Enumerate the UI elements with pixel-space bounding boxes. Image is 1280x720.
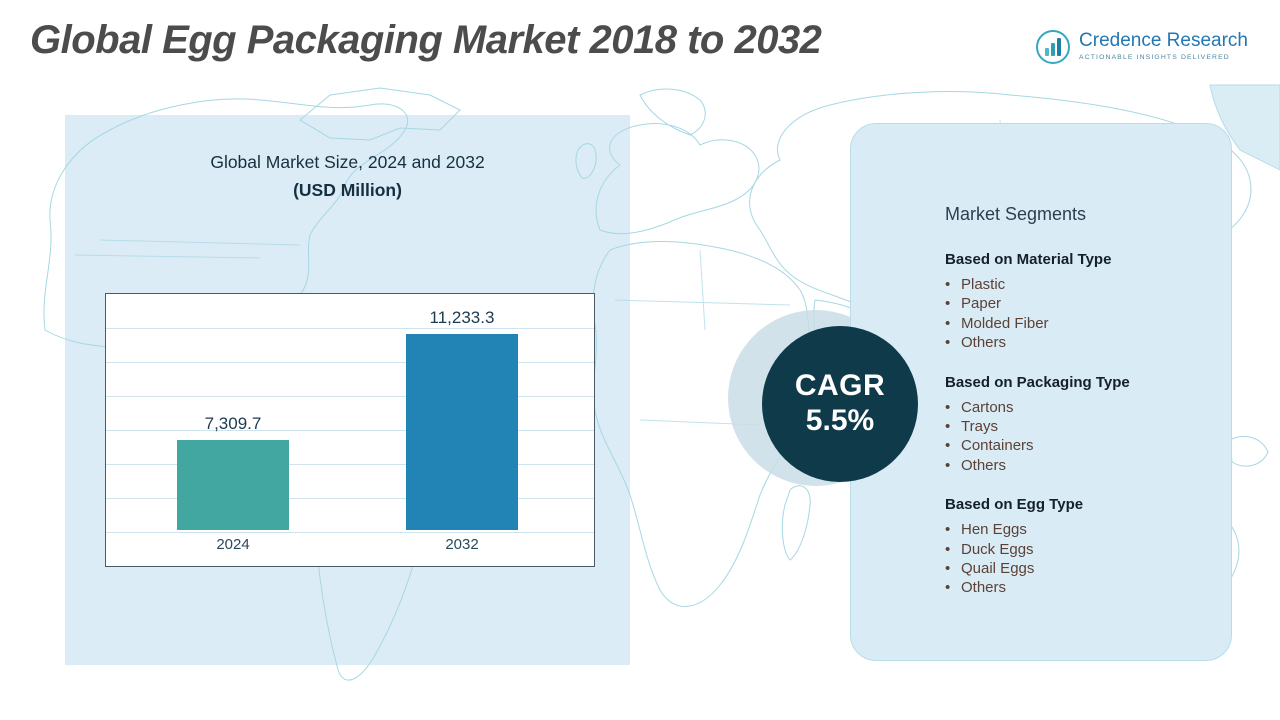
segment-item: • Others xyxy=(945,333,1203,352)
segment-item: • Trays xyxy=(945,417,1203,436)
segment-item: • Containers xyxy=(945,436,1203,455)
gridline xyxy=(106,328,594,329)
segment-item: • Paper xyxy=(945,294,1203,313)
gridline xyxy=(106,396,594,397)
bar-2032 xyxy=(406,334,518,530)
bar-chart: 7,309.7 2024 11,233.3 2032 xyxy=(105,293,595,567)
bullet-icon: • xyxy=(945,521,951,539)
segment-item-label: Trays xyxy=(961,418,998,436)
gridline xyxy=(106,362,594,363)
bullet-icon: • xyxy=(945,560,951,578)
segment-group: Based on Material Type • Plastic • Paper • Mol… xyxy=(945,251,1203,353)
bullet-icon: • xyxy=(945,579,951,597)
brand-logo: Credence Research Actionable Insights De… xyxy=(1036,30,1248,64)
segment-item: • Duck Eggs xyxy=(945,540,1203,559)
cagr-value: 5.5% xyxy=(805,404,875,437)
segment-item-label: Hen Eggs xyxy=(961,521,1027,539)
bullet-icon: • xyxy=(945,334,951,352)
bullet-icon: • xyxy=(945,276,951,293)
chart-title-block: Global Market Size, 2024 and 2032 (USD M… xyxy=(65,152,630,201)
brand-text: Credence Research Actionable Insights De… xyxy=(1079,30,1248,61)
segment-group: Based on Egg Type • Hen Eggs • Duck Eggs • Qua… xyxy=(945,496,1203,598)
segment-item-label: Quail Eggs xyxy=(961,560,1035,578)
map-new-guinea xyxy=(1229,436,1269,467)
segment-item: • Hen Eggs xyxy=(945,520,1203,539)
segment-item-label: Molded Fiber xyxy=(961,314,1049,332)
bar-2024 xyxy=(177,440,289,530)
cagr-badge: CAGR 5.5% xyxy=(762,326,918,482)
segment-item-label: Plastic xyxy=(961,276,1006,293)
segment-item-label: Cartons xyxy=(961,398,1014,416)
bullet-icon: • xyxy=(945,456,951,474)
segment-item-label: Others xyxy=(961,579,1007,597)
gridline xyxy=(106,532,594,533)
segment-heading: Based on Egg Type xyxy=(945,496,1084,514)
segment-item: • Plastic xyxy=(945,275,1203,294)
segment-item: • Others xyxy=(945,578,1203,597)
segments-title: Market Segments xyxy=(945,204,1087,224)
segment-item-label: Duck Eggs xyxy=(961,540,1034,558)
bar-group-2032: 11,233.3 2032 xyxy=(406,308,518,553)
segment-heading: Based on Material Type xyxy=(945,251,1112,268)
segment-item-label: Others xyxy=(961,334,1007,352)
bullet-icon: • xyxy=(945,295,951,313)
bar-value-label-2032: 11,233.3 xyxy=(429,308,495,327)
bullet-icon: • xyxy=(945,540,951,558)
segment-item: • Others xyxy=(945,456,1203,475)
map-scandinavia xyxy=(639,88,706,136)
segment-item-label: Paper xyxy=(961,295,1002,313)
bullet-icon: • xyxy=(945,398,951,416)
x-axis-label-2032: 2032 xyxy=(445,536,479,553)
segment-group: Based on Packaging Type • Cartons • Trays • Co… xyxy=(945,374,1203,476)
page-title: Global Egg Packaging Market 2018 to 2032 xyxy=(30,18,822,62)
map-madagascar xyxy=(781,485,811,561)
cagr-label: CAGR xyxy=(794,369,886,402)
segment-item-label: Containers xyxy=(961,437,1034,455)
bar-value-label-2024: 7,309.7 xyxy=(204,414,262,433)
segment-groups: Based on Material Type • Plastic • Paper • Mol… xyxy=(945,251,1203,598)
brand-tagline: Actionable Insights Delivered xyxy=(1079,54,1230,61)
segment-item: • Quail Eggs xyxy=(945,559,1203,578)
bullet-icon: • xyxy=(945,437,951,455)
segment-item: • Cartons xyxy=(945,398,1203,417)
chart-subtitle: (USD Million) xyxy=(293,180,402,200)
x-axis-label-2024: 2024 xyxy=(216,536,250,553)
chart-title: Global Market Size, 2024 and 2032 xyxy=(210,152,485,172)
segment-item: • Molded Fiber xyxy=(945,314,1203,333)
bar-chart-logo-icon xyxy=(1036,30,1071,64)
segment-heading: Based on Packaging Type xyxy=(945,373,1130,391)
segment-item-label: Others xyxy=(961,456,1007,474)
bullet-icon: • xyxy=(945,314,951,332)
bar-group-2024: 7,309.7 2024 xyxy=(177,414,289,553)
brand-name: Credence Research xyxy=(1079,30,1248,51)
bullet-icon: • xyxy=(945,418,951,436)
